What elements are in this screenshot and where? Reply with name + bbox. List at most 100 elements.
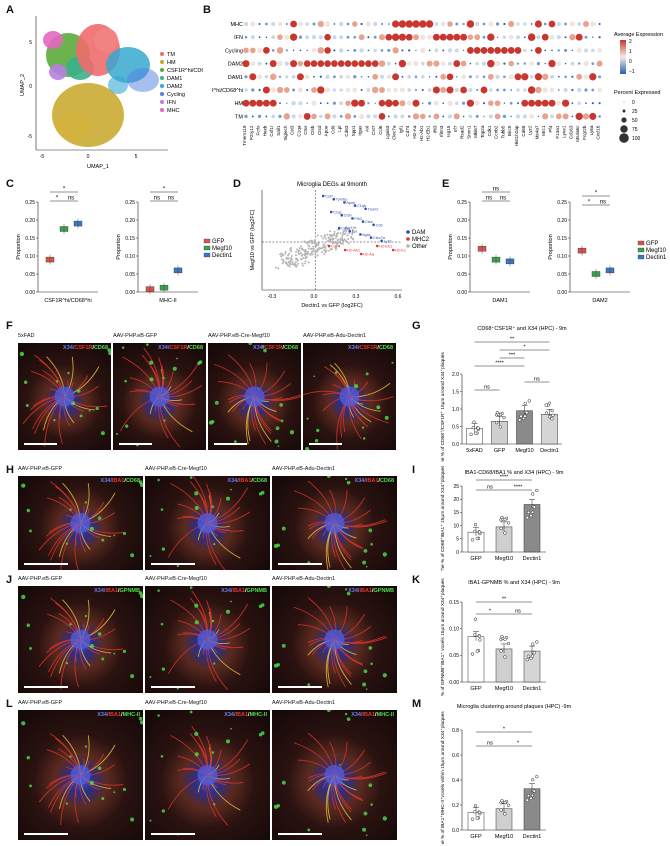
- marker-puncta: [53, 418, 56, 422]
- bar: [495, 648, 513, 683]
- stain-part: X34/: [348, 588, 360, 594]
- dotplot-dot: [412, 113, 420, 120]
- dotplot-dot: [536, 35, 541, 40]
- dotplot-dot: [276, 47, 284, 54]
- scatter-point: [307, 252, 310, 255]
- dotplot-dot: [516, 88, 520, 92]
- data-point: [499, 808, 503, 812]
- data-point: [473, 522, 478, 527]
- panel-j-images: X34/IBA1/GPNMB AAV-PHP.eB-GFP X34/IBA1/GPN…: [18, 576, 398, 693]
- scatter-point: [333, 230, 336, 233]
- scatter-point: [305, 250, 308, 253]
- dotplot-dot: [283, 87, 290, 93]
- marker-puncta: [260, 603, 265, 607]
- y-tick-label: 0.20: [25, 218, 35, 224]
- scatter-point: [339, 232, 342, 235]
- marker-puncta: [279, 403, 283, 407]
- panel-l-letter: L: [6, 698, 13, 710]
- scatter-point: [323, 249, 326, 252]
- y-axis-label: Proportion: [16, 234, 22, 259]
- dotplot-dot: [503, 62, 506, 65]
- panel-i-bar: IBA1-CD68/IBA1 % and X34 (HPC) - 9m 25 20 1…: [440, 466, 564, 571]
- dotplot-dot: [378, 99, 386, 107]
- marker-puncta: [230, 727, 232, 730]
- dotplot-dot: [571, 75, 574, 78]
- dotplot-dot: [482, 22, 486, 26]
- dotplot-dot: [462, 101, 466, 105]
- dotplot-dot: [352, 21, 358, 27]
- mhc-gene-label: Cd74: [331, 245, 340, 249]
- dotplot-dot: [433, 113, 440, 120]
- dotplot-dot: [575, 112, 583, 121]
- dotplot-dot: [584, 35, 588, 39]
- y-tick-label: 0.00: [557, 290, 567, 296]
- y-tick-label: 0.0: [452, 442, 459, 448]
- umap-xtick: 0: [87, 154, 90, 160]
- marker-puncta: [160, 755, 164, 758]
- y-tick-label: 0.20: [557, 218, 567, 224]
- marker-puncta: [326, 710, 331, 712]
- dotplot-gene-label: H2-Eb1: [426, 125, 431, 141]
- scatter-point: [334, 247, 337, 250]
- dotplot-dot: [535, 86, 542, 94]
- dotplot-dot: [378, 113, 386, 120]
- dam-gene-label: Clec7a: [373, 236, 386, 240]
- data-point: [529, 796, 533, 801]
- marker-puncta: [230, 600, 232, 603]
- panel-j-stain-label: X34/IBA1/GPNMB: [221, 588, 267, 594]
- legend-swatch: [160, 68, 164, 72]
- marker-puncta: [157, 589, 160, 592]
- scatter-point: [296, 258, 299, 261]
- data-point: [526, 510, 531, 515]
- scatter-point: [288, 252, 291, 255]
- dotplot-gene-label: Cd163: [568, 125, 573, 139]
- data-point: [476, 426, 480, 430]
- dotplot-dot: [585, 102, 587, 105]
- data-point: [470, 538, 475, 542]
- stain-part: /: [117, 588, 120, 594]
- panel-j-microglia-overlay: [21, 591, 143, 690]
- marker-puncta: [107, 348, 111, 352]
- stain-part: IBA1: [108, 712, 122, 718]
- dotplot-dot: [265, 36, 268, 38]
- dotplot-dot: [374, 102, 376, 104]
- legend-swatch: [160, 76, 164, 80]
- data-point: [475, 649, 479, 653]
- x-tick-label: Megf10: [515, 448, 533, 454]
- data-point: [473, 633, 477, 637]
- data-point: [530, 793, 535, 798]
- panel-h-stain-label: X34/IBA1/CD68: [355, 478, 394, 484]
- dotplot-dot: [434, 22, 439, 26]
- data-point: [535, 488, 539, 493]
- dotplot-dot: [257, 114, 262, 119]
- sig-label: *: [588, 200, 591, 206]
- marker-puncta: [160, 622, 164, 626]
- dotplot-dot: [466, 20, 475, 28]
- dotplot-dot: [420, 34, 426, 40]
- panel-l-image: X34/IBA1/MHC-II: [18, 710, 143, 840]
- marker-puncta: [326, 476, 331, 478]
- marker-puncta: [138, 591, 143, 595]
- marker-puncta: [100, 431, 105, 436]
- marker-puncta: [194, 620, 199, 625]
- dotplot-gene-label: Lpl: [337, 126, 342, 132]
- stain-part: CD68: [379, 478, 394, 484]
- dotplot-dot: [394, 62, 397, 65]
- scatter-point: [345, 230, 348, 233]
- dam-gene-label: Itgax: [362, 233, 370, 237]
- scatter-point: [298, 247, 301, 250]
- dam-point: [380, 239, 383, 243]
- dotplot-dot: [393, 87, 398, 93]
- marker-puncta: [149, 377, 154, 382]
- panel-l-image: X34/IBA1/MHC-II: [272, 710, 397, 840]
- dotplot-dot: [373, 35, 377, 39]
- dotplot-dot: [494, 113, 501, 120]
- scatter-point: [346, 234, 349, 237]
- data-point: [498, 425, 502, 429]
- dotplot-dot: [305, 35, 310, 40]
- scale-bar: [24, 443, 57, 445]
- dotplot-dot: [591, 88, 595, 92]
- scatter-point: [316, 254, 319, 257]
- legend-label: Megf10: [646, 248, 667, 254]
- dotplot-dot: [536, 61, 541, 66]
